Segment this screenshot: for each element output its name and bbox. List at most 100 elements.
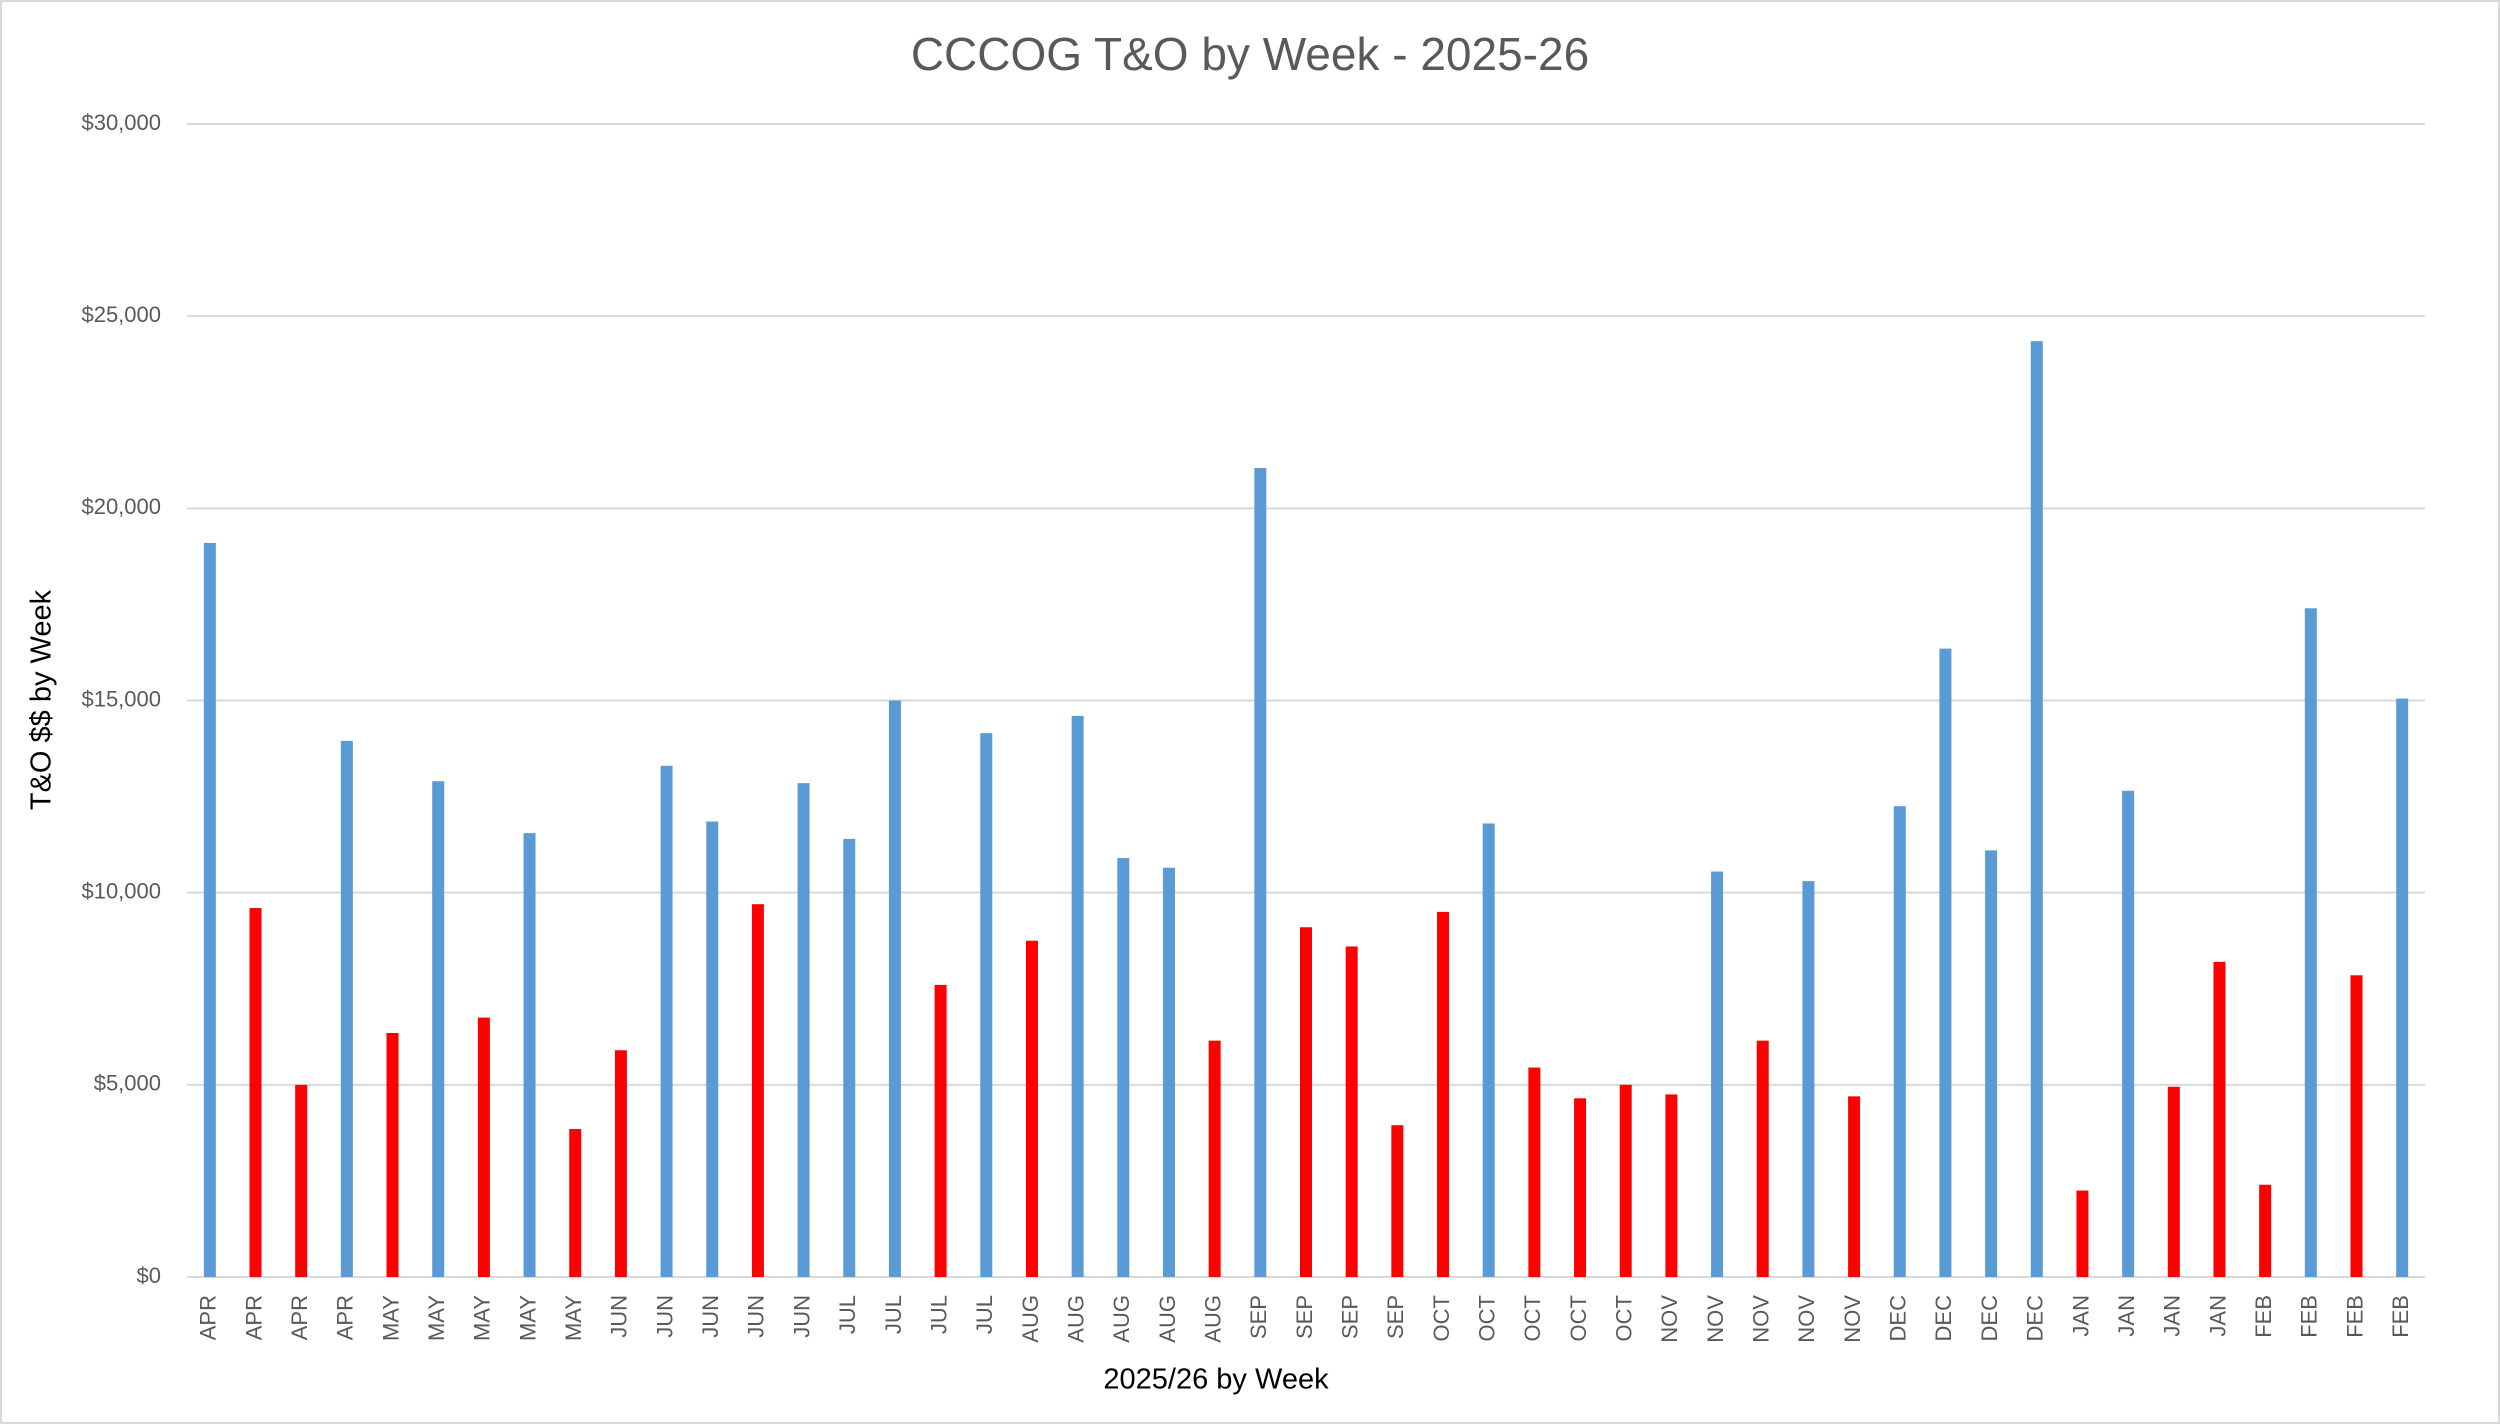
bar [797, 783, 810, 1277]
bar [1711, 871, 1724, 1277]
x-tick-label: AUG [1018, 1295, 1043, 1343]
bar [1071, 715, 1084, 1277]
bar [2030, 341, 2043, 1278]
bar [2167, 1086, 2180, 1277]
x-tick-label: DEC [1977, 1295, 2002, 1342]
bar [1665, 1094, 1678, 1277]
bar [203, 542, 216, 1277]
bar [1300, 927, 1312, 1277]
bar [1254, 467, 1267, 1277]
bar [1391, 1125, 1404, 1277]
x-tick-label: APR [333, 1295, 358, 1340]
x-tick-label: DEC [2023, 1295, 2048, 1342]
x-tick-label: AUG [1063, 1295, 1088, 1343]
x-tick-label: MAY [470, 1295, 495, 1341]
x-tick-label: SEP [1246, 1295, 1271, 1339]
x-tick-label: SEP [1292, 1295, 1317, 1339]
x-tick-label: JUN [744, 1295, 769, 1338]
x-tick-label: OCT [1429, 1295, 1454, 1341]
x-tick-label: SEP [1383, 1295, 1408, 1339]
x-tick-label: APR [196, 1295, 221, 1340]
x-tick-label: FEB [2297, 1295, 2322, 1338]
x-tick-label: JUN [652, 1295, 677, 1338]
bar [1437, 911, 1450, 1277]
bar [843, 838, 856, 1277]
x-tick-label: APR [287, 1295, 312, 1340]
x-tick-label: JUN [698, 1295, 723, 1338]
bar [1848, 1096, 1861, 1277]
bar [980, 733, 993, 1277]
bar [386, 1032, 399, 1277]
x-axis-title: 2025/26 by Week [1103, 1364, 1329, 1396]
bar [614, 1050, 627, 1277]
x-tick-label: OCT [1566, 1295, 1591, 1341]
x-tick-label: JAN [2068, 1295, 2093, 1337]
x-tick-label: AUG [1155, 1295, 1180, 1343]
x-tick-label: FEB [2251, 1295, 2276, 1338]
x-tick-label: JAN [2114, 1295, 2139, 1337]
bar [1025, 940, 1038, 1277]
x-tick-label: NOV [1794, 1295, 1819, 1343]
bar [1574, 1098, 1587, 1277]
x-tick-label: AUG [1200, 1295, 1225, 1343]
bar [1482, 823, 1495, 1277]
x-tick-label: NOV [1749, 1295, 1774, 1343]
bar [1162, 867, 1175, 1277]
x-tick-label: JUN [789, 1295, 814, 1338]
bar [1345, 946, 1358, 1277]
bar [888, 700, 901, 1277]
bar [295, 1084, 308, 1277]
x-tick-label: FEB [2342, 1295, 2367, 1338]
bar [660, 765, 673, 1277]
bar [1985, 850, 1998, 1277]
y-tick-label: $5,000 [94, 1071, 161, 1096]
bar [569, 1129, 582, 1277]
x-tick-label: OCT [1612, 1295, 1637, 1341]
bar [706, 821, 719, 1277]
x-tick-label: MAY [378, 1295, 403, 1341]
x-tick-label: AUG [1109, 1295, 1134, 1343]
bar [934, 984, 947, 1277]
bar [2213, 961, 2226, 1277]
y-tick-label: $0 [137, 1263, 161, 1288]
x-tick-label: JAN [2205, 1295, 2230, 1337]
bar [751, 904, 764, 1277]
bar [1939, 648, 1952, 1277]
y-tick-label: $15,000 [81, 686, 161, 711]
bar [2396, 698, 2409, 1277]
bar [2350, 975, 2363, 1277]
x-tick-label: NOV [1840, 1295, 1865, 1343]
x-tick-label: OCT [1520, 1295, 1545, 1341]
x-tick-label: DEC [1886, 1295, 1911, 1342]
x-tick-label: NOV [1703, 1295, 1728, 1343]
bar [2076, 1190, 2089, 1277]
x-tick-label: APR [241, 1295, 266, 1340]
x-tick-label: OCT [1475, 1295, 1500, 1341]
bar [1893, 806, 1906, 1277]
bar [1528, 1067, 1541, 1277]
x-tick-label: JUL [881, 1295, 906, 1334]
y-axis-title: T&O $$ by Week [26, 589, 58, 810]
x-tick-label: MAY [424, 1295, 449, 1341]
x-tick-label: FEB [2388, 1295, 2413, 1338]
y-tick-label: $20,000 [81, 494, 161, 519]
bar [2122, 790, 2135, 1277]
bar [2259, 1184, 2272, 1277]
x-tick-label: NOV [1657, 1295, 1682, 1343]
bar [249, 908, 262, 1277]
x-tick-label: JUL [972, 1295, 997, 1334]
bar [1619, 1084, 1632, 1277]
y-tick-label: $25,000 [81, 302, 161, 327]
x-tick-label: JAN [2160, 1295, 2185, 1337]
bar [2304, 608, 2317, 1277]
bar [1756, 1040, 1769, 1277]
bar [1802, 881, 1815, 1277]
bar [1117, 858, 1130, 1277]
chart-title: CCCOG T&O by Week - 2025-26 [911, 28, 1589, 80]
y-tick-label: $10,000 [81, 878, 161, 903]
x-tick-label: MAY [515, 1295, 540, 1341]
bar [340, 740, 353, 1277]
x-tick-label: JUL [835, 1295, 860, 1334]
